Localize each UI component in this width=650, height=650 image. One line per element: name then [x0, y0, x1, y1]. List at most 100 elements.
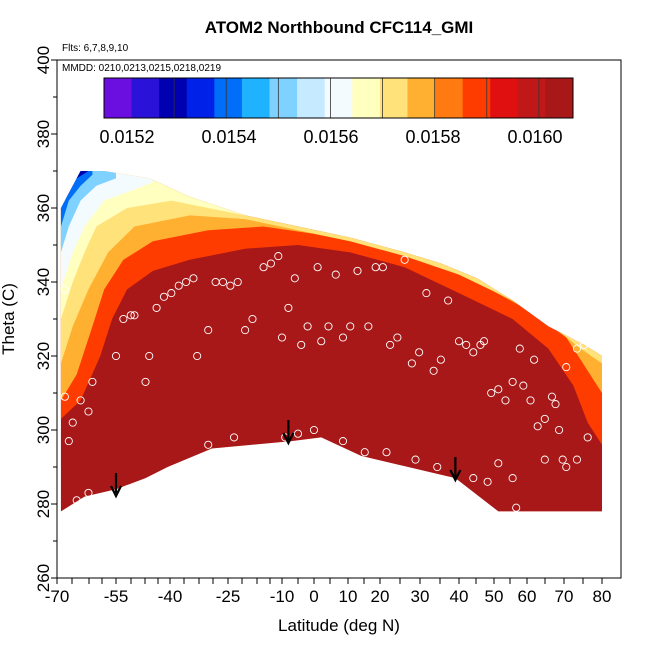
- down-arrow: [449, 457, 462, 483]
- y-tick-label: 260: [34, 564, 53, 592]
- observation-point: [338, 437, 348, 446]
- observation-point: [483, 477, 492, 486]
- colorbar-segment: [214, 78, 243, 118]
- observation-point: [266, 259, 275, 268]
- observation-point: [462, 340, 471, 349]
- observation-point: [193, 351, 202, 361]
- observation-point: [572, 344, 582, 353]
- y-tick-label: 380: [34, 120, 53, 148]
- arrow-markers: [110, 420, 462, 499]
- colorbar-segment: [269, 78, 298, 118]
- observation-point: [229, 433, 239, 442]
- observation-point: [313, 263, 322, 272]
- observation-point: [508, 377, 517, 386]
- observation-point: [479, 337, 489, 346]
- colorbar-segment: [324, 78, 353, 118]
- down-arrow: [282, 420, 295, 446]
- arrow-head: [449, 469, 462, 483]
- colorbar-tick-label: 0.0158: [405, 127, 460, 147]
- x-tick-label: 10: [339, 587, 358, 606]
- colorbar-segment: [462, 78, 491, 118]
- observation-point: [303, 322, 312, 331]
- heat-level-3: [60, 171, 246, 319]
- observation-point: [159, 292, 169, 301]
- observation-point: [130, 311, 139, 320]
- observation-point: [494, 459, 503, 468]
- observation-point: [174, 281, 183, 290]
- flights-annotation: Flts: 6,7,8,9,10: [62, 43, 129, 54]
- chart-title: ATOM2 Northbound CFC114_GMI: [205, 18, 474, 37]
- observation-point: [60, 285, 69, 294]
- observation-point: [331, 270, 340, 279]
- observation-point: [411, 455, 420, 464]
- observation-point: [444, 296, 453, 305]
- observation-point: [360, 448, 369, 457]
- observation-point: [501, 396, 510, 405]
- observation-point: [562, 363, 571, 372]
- observation-point: [551, 400, 560, 409]
- observation-point: [530, 355, 539, 364]
- x-tick-label: 50: [485, 587, 504, 606]
- observation-point: [364, 322, 373, 331]
- observation-point: [324, 322, 333, 331]
- observation-point: [512, 503, 521, 512]
- x-tick-label: -10: [270, 587, 295, 606]
- observation-point: [454, 337, 464, 346]
- observation-point: [353, 266, 362, 275]
- y-tick-label: 320: [34, 342, 53, 370]
- arrow-head: [110, 485, 122, 499]
- observation-point: [76, 396, 85, 405]
- observation-point: [233, 277, 242, 287]
- y-tick-label: 340: [34, 268, 53, 296]
- observation-point: [580, 340, 589, 349]
- observation-point: [433, 462, 442, 472]
- observation-point: [297, 340, 306, 349]
- observation-point: [378, 263, 387, 272]
- observation-point: [167, 289, 176, 298]
- observation-point: [407, 359, 416, 368]
- observation-point: [494, 385, 503, 394]
- observation-point: [338, 333, 348, 342]
- x-tick-label: 30: [411, 587, 430, 606]
- observation-point: [84, 488, 93, 497]
- y-tick-label: 360: [34, 194, 53, 222]
- colorbar-segment: [435, 78, 464, 118]
- observation-point: [68, 418, 77, 427]
- observation-point: [145, 351, 154, 361]
- colorbar-segment: [241, 78, 271, 118]
- y-tick-label: 400: [34, 46, 53, 74]
- observation-point: [558, 455, 567, 464]
- x-tick-label: -25: [216, 587, 241, 606]
- observation-point: [141, 377, 150, 386]
- x-tick-label: 60: [518, 587, 537, 606]
- colorbar-segment: [517, 78, 546, 118]
- colorbar: 0.0152 0.0154 0.0156 0.0158 0.0160: [99, 77, 574, 147]
- observation-point: [241, 326, 250, 335]
- y-tick-label: 300: [34, 416, 53, 444]
- x-tick-label: 40: [450, 587, 469, 606]
- observation-point: [152, 303, 161, 312]
- colorbar-segment: [159, 78, 188, 118]
- observation-points: [60, 252, 592, 512]
- down-arrow: [110, 473, 122, 499]
- observation-point: [182, 277, 191, 287]
- observation-point: [533, 422, 542, 431]
- heat-level-5: [60, 171, 116, 253]
- arrow-head: [282, 432, 295, 446]
- observation-point: [386, 340, 395, 349]
- observation-point: [415, 348, 424, 357]
- x-axis-label: Latitude (deg N): [278, 616, 400, 635]
- observation-point: [119, 314, 128, 324]
- observation-point: [277, 333, 287, 342]
- observation-point: [469, 474, 478, 483]
- observation-point: [259, 263, 268, 272]
- observation-point: [540, 455, 549, 464]
- observation-point: [111, 351, 121, 361]
- colorbar-segment: [379, 78, 408, 118]
- observation-point: [274, 252, 283, 261]
- x-tick-label: -55: [104, 587, 129, 606]
- y-axis-label: Theta (C): [0, 283, 18, 355]
- x-tick-label: 0: [309, 587, 318, 606]
- observation-point: [429, 366, 438, 375]
- observation-point: [555, 425, 564, 435]
